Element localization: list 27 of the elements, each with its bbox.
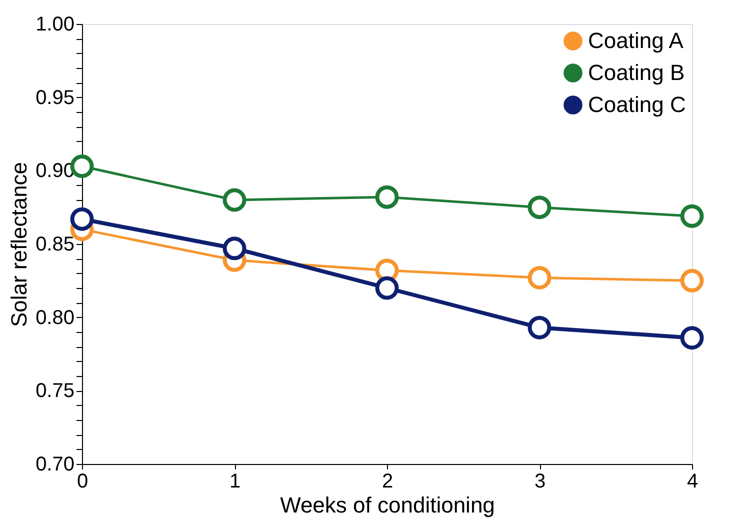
point [528,316,552,340]
y-axis-title: Solar reflectance [6,162,32,328]
point [680,326,704,350]
point [375,185,399,209]
x-tick-label: 2 [382,470,394,492]
x-axis-title: Weeks of conditioning [280,492,495,518]
y-tick-label: 0.85 [36,234,74,256]
x-tick-label: 3 [534,470,546,492]
legend-label: Coating A [588,28,684,53]
legend-label: Coating C [588,92,686,117]
y-tick-label: 0.70 [36,454,74,476]
x-tick-label: 4 [686,470,698,492]
y-tick-label: 0.75 [36,380,74,402]
legend-label: Coating B [588,60,685,85]
point [528,266,552,290]
x-tick-label: 1 [229,470,241,492]
point [222,236,246,260]
point [70,207,94,231]
y-tick-label: 1.00 [36,14,74,36]
point [222,188,246,212]
y-tick-label: 0.80 [36,306,74,329]
y-tick-label: 0.95 [36,86,74,109]
point [375,276,399,300]
x-tick-label: 0 [76,470,88,492]
point [528,196,552,220]
point [680,204,704,228]
point [680,268,704,292]
